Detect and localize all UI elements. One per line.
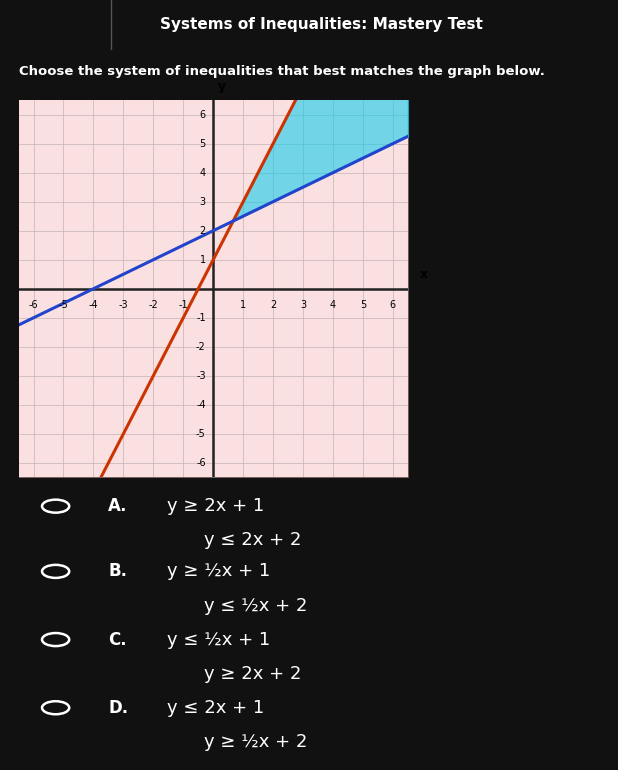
Text: y ≤ 2x + 2: y ≤ 2x + 2 [204,531,302,549]
Text: 5: 5 [360,300,366,310]
Text: -6: -6 [28,300,38,310]
Text: -1: -1 [196,313,206,323]
Text: -2: -2 [196,342,206,352]
Text: -6: -6 [196,458,206,468]
Text: -4: -4 [196,400,206,410]
Text: -3: -3 [119,300,128,310]
Text: y ≤ 2x + 1: y ≤ 2x + 1 [167,699,264,717]
Text: 1: 1 [240,300,246,310]
Text: B.: B. [108,562,127,581]
Text: y ≥ 2x + 2: y ≥ 2x + 2 [204,665,302,683]
Text: y ≤ ½x + 1: y ≤ ½x + 1 [167,631,270,648]
Text: -3: -3 [196,371,206,381]
Text: y ≥ ½x + 1: y ≥ ½x + 1 [167,562,270,581]
Text: 2: 2 [270,300,276,310]
Text: y ≥ ½x + 2: y ≥ ½x + 2 [204,733,307,751]
Text: 6: 6 [200,109,206,119]
Text: y ≤ ½x + 2: y ≤ ½x + 2 [204,597,307,614]
Text: -4: -4 [88,300,98,310]
Text: Systems of Inequalities: Mastery Test: Systems of Inequalities: Mastery Test [160,16,483,32]
Text: 6: 6 [390,300,396,310]
Text: y ≥ 2x + 1: y ≥ 2x + 1 [167,497,264,515]
Text: -2: -2 [148,300,158,310]
Text: D.: D. [108,699,129,717]
Text: A.: A. [108,497,128,515]
Text: -5: -5 [196,429,206,439]
Text: Choose the system of inequalities that best matches the graph below.: Choose the system of inequalities that b… [19,65,544,78]
Text: x: x [420,269,428,282]
Text: 3: 3 [200,196,206,206]
Text: 5: 5 [200,139,206,149]
Text: 2: 2 [200,226,206,236]
Text: -5: -5 [59,300,69,310]
Text: 4: 4 [200,168,206,178]
Text: -1: -1 [179,300,188,310]
Text: C.: C. [108,631,127,648]
Text: 3: 3 [300,300,306,310]
Text: y: y [218,80,226,93]
Text: 4: 4 [330,300,336,310]
Text: 1: 1 [200,255,206,265]
